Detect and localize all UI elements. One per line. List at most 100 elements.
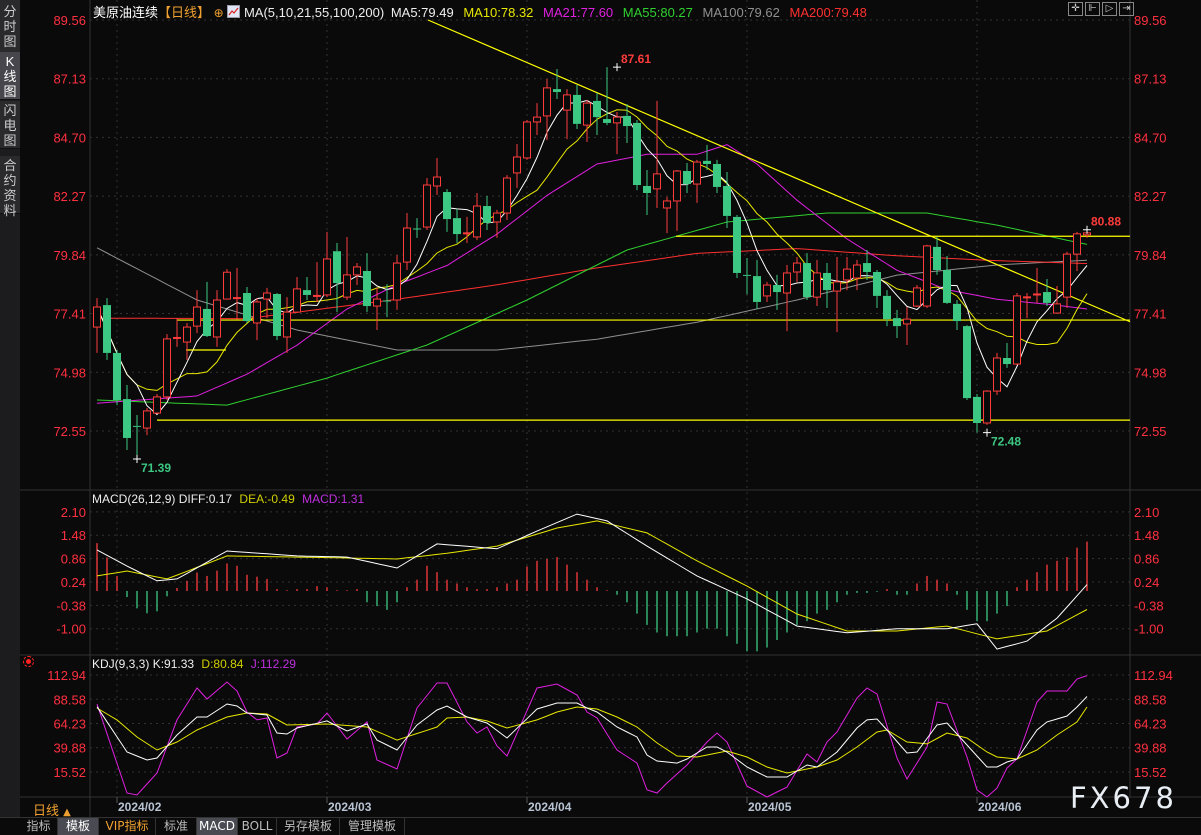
ma55-line [96, 212, 1088, 406]
candle-body-down [303, 290, 311, 295]
play-icon[interactable]: ▷ [1102, 2, 1117, 16]
date-axis: 2024/02 2024/03 2024/04 2024/05 2024/06 [116, 797, 1022, 814]
candle [833, 257, 841, 333]
ma10-line [96, 109, 1088, 391]
candle [713, 159, 721, 193]
trendlines[interactable] [157, 19, 1131, 421]
kdj-d: D:80.84 [201, 657, 244, 671]
tab-vip-indicator[interactable]: VIP指标 [99, 818, 156, 835]
tab-standard[interactable]: 标准 [156, 818, 197, 835]
candle-body-down [713, 163, 721, 187]
candle [693, 159, 701, 203]
candle [853, 259, 861, 291]
candle [103, 298, 111, 360]
triangle-up-icon: ▲ [63, 807, 71, 818]
candle-body-up [543, 87, 551, 117]
macd-title: MACD(26,12,9) [92, 492, 176, 506]
candle-body-up [233, 297, 241, 300]
sidebar: 分时图 K线图 闪电图 合约资料 [0, 0, 20, 817]
tab-macd[interactable]: MACD [197, 818, 238, 835]
candle [293, 277, 301, 314]
date-label: 2024/03 [328, 800, 372, 814]
candle [933, 236, 941, 275]
candle [633, 120, 641, 191]
kdj-tick-left: 15.52 [53, 765, 86, 780]
candle-body-up [523, 121, 531, 159]
candle-body-up [473, 205, 481, 238]
candle-body-down [943, 270, 951, 303]
diagonal-trendline[interactable] [427, 19, 1131, 323]
chart-canvas[interactable]: 89.56 89.56 87.13 87.13 84.70 84.70 82.27 82.27… [0, 0, 1201, 817]
candle [1073, 231, 1081, 272]
candle [943, 256, 951, 304]
candle [413, 218, 421, 238]
indicator-settings-icon[interactable] [23, 656, 34, 667]
candle-body-up [663, 200, 671, 209]
candle [193, 290, 201, 334]
high-price-label: 87.61 [621, 52, 651, 66]
candle [443, 189, 451, 232]
kdj-tick-left: 112.94 [47, 668, 86, 683]
kdj-tick-left: 64.23 [53, 717, 86, 732]
candle [743, 257, 751, 295]
candle-body-down [443, 192, 451, 220]
candle-body-down [953, 303, 961, 322]
candle-body-down [1003, 357, 1011, 365]
candle-body-down [933, 246, 941, 271]
period-selector[interactable]: 日线 ▲ [33, 800, 71, 819]
ma100-value: MA100:79.62 [702, 5, 780, 20]
chart-type-icon[interactable] [227, 5, 241, 18]
extreme-marker [983, 428, 991, 437]
add-indicator-icon[interactable]: ⊕ [213, 6, 224, 20]
candle-body-up [763, 284, 771, 297]
candle-body-down [863, 263, 871, 272]
tab-save-template[interactable]: 另存模板 [277, 818, 340, 835]
watermark-logo: FX678 [1070, 781, 1177, 815]
candle [253, 298, 261, 341]
candle-body-down [453, 218, 461, 235]
candle-body-up [563, 94, 571, 111]
candle-body-down [963, 326, 971, 399]
tab-boll[interactable]: BOLL [238, 818, 277, 835]
ma200-line [96, 248, 1088, 320]
candle-body-down [973, 396, 981, 423]
candle-body-up [1013, 295, 1021, 365]
candle [973, 393, 981, 433]
candle-body-up [373, 298, 381, 307]
sidebar-tab-kline[interactable]: K线图 [0, 52, 20, 100]
candle-body-up [983, 390, 991, 424]
candle-body-up [153, 396, 161, 414]
candle-body-down [683, 171, 691, 185]
candle [763, 281, 771, 302]
candle [753, 259, 761, 309]
candle [813, 259, 821, 307]
crosshair-icon[interactable]: ✛ [1068, 2, 1083, 16]
candle [373, 287, 381, 330]
candle-body-up [903, 318, 911, 325]
candle-body-down [773, 285, 781, 293]
price-tick-right: 74.98 [1134, 365, 1167, 380]
candle [1043, 278, 1051, 307]
candle-body-down [893, 318, 901, 327]
candle-body-up [463, 232, 471, 235]
candle-body-up [783, 272, 791, 294]
candle-body-down [803, 263, 811, 298]
sidebar-tab-contract-info[interactable]: 合约资料 [0, 156, 20, 218]
candle-body-up [503, 177, 511, 214]
ma200-value: MA200:79.48 [789, 5, 867, 20]
sidebar-tab-flash[interactable]: 闪电图 [0, 101, 20, 149]
candle [893, 309, 901, 338]
candle-body-down [113, 352, 121, 401]
price-tick-right: 72.55 [1134, 424, 1167, 439]
tab-template[interactable]: 模板 [58, 818, 99, 835]
candle-body-down [383, 300, 391, 302]
low-price-label: 72.48 [991, 435, 1021, 449]
kdj-k-line [96, 696, 1088, 778]
candle [993, 352, 1001, 395]
ma-params: MA(5,10,21,55,100,200) [243, 5, 385, 20]
range-icon[interactable]: ⊩ [1085, 2, 1100, 16]
exit-right-icon[interactable]: ⇥ [1119, 2, 1134, 16]
tab-manage-template[interactable]: 管理模板 [340, 818, 405, 835]
tab-indicator[interactable]: 指标 [20, 818, 58, 835]
candle [133, 415, 141, 459]
